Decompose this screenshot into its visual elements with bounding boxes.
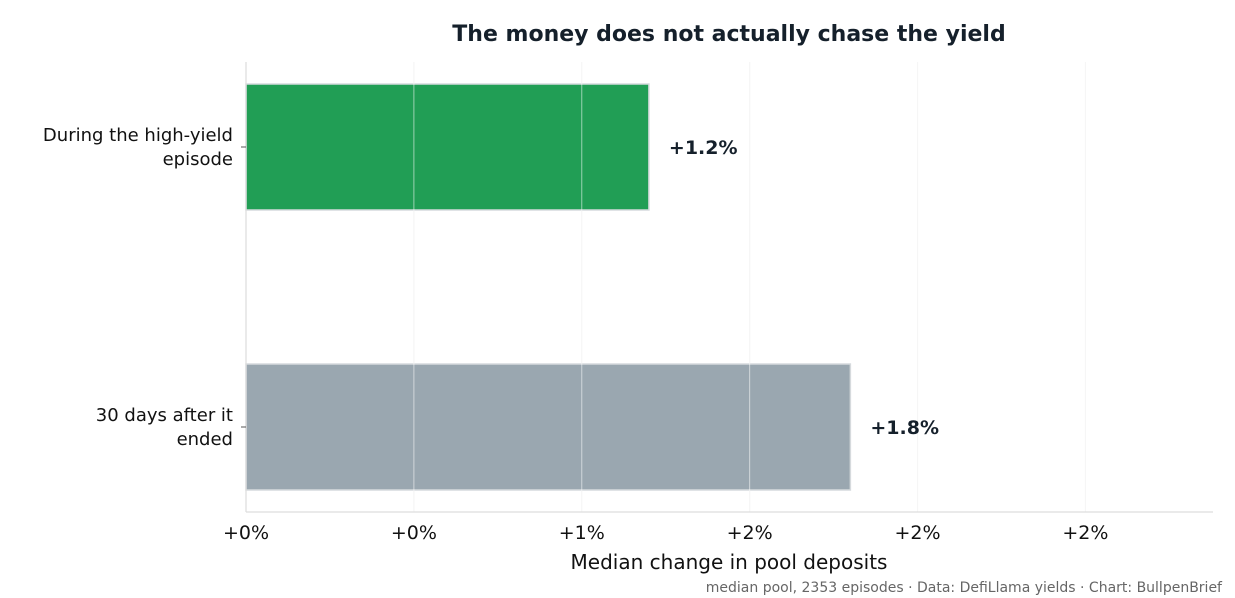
bar <box>245 83 650 211</box>
x-tick-label: +2% <box>894 522 940 544</box>
category-label: During the high-yield <box>43 125 233 146</box>
bar <box>245 363 852 491</box>
category-label: 30 days after it <box>96 405 233 426</box>
category-label: ended <box>177 429 233 450</box>
x-tick-label: +2% <box>727 522 773 544</box>
gridlines-over-bars <box>413 62 1086 512</box>
x-tick-label: +0% <box>223 522 269 544</box>
x-tick-label: +0% <box>391 522 437 544</box>
chart-title: The money does not actually chase the yi… <box>452 22 1005 47</box>
chart-caption: median pool, 2353 episodes · Data: DefiL… <box>706 580 1223 596</box>
category-label: episode <box>163 149 233 170</box>
data-label: +1.8% <box>870 417 939 439</box>
x-axis-title: Median change in pool deposits <box>571 550 888 574</box>
x-tick-label: +2% <box>1062 522 1108 544</box>
x-tick-label: +1% <box>559 522 605 544</box>
bars <box>245 83 852 491</box>
category-labels: During the high-yield episode 30 days afte… <box>43 125 246 450</box>
data-label: +1.2% <box>669 137 738 159</box>
x-ticks: +0% +0% +1% +2% +2% +2% <box>223 522 1108 544</box>
data-labels: +1.2% +1.8% <box>669 137 939 439</box>
